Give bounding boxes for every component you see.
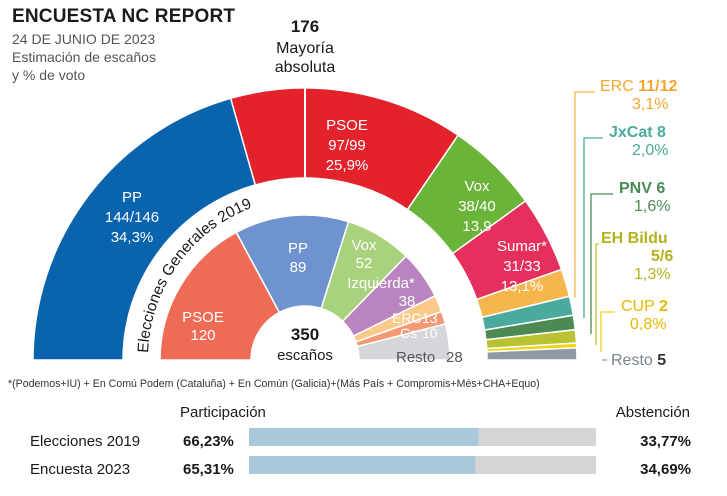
right-label-erc: ERC 11/12 <box>600 78 677 96</box>
label19-resto-name: Resto <box>396 349 435 366</box>
label19-pp-name: PP <box>288 240 308 257</box>
right-label-resto-name: Resto <box>611 352 653 369</box>
label-psoe-seats: 97/99 <box>328 137 366 154</box>
outer-arcs <box>32 87 578 361</box>
label-vox-name: Vox <box>464 178 490 195</box>
right-label-erc-name: ERC <box>600 78 634 95</box>
center-label: escaños <box>277 347 333 364</box>
label-psoe-vote: 25,9% <box>326 157 369 174</box>
label-psoe-name: PSOE <box>326 117 368 134</box>
label19-cs-seats: 10 <box>422 325 438 341</box>
label-pp-vote: 34,3% <box>111 229 154 246</box>
row-abstention-2023: 34,69% <box>640 461 691 478</box>
leader-lines <box>574 91 615 361</box>
label19-izq-name: Izquierda* <box>347 275 415 292</box>
right-label-jxcat: JxCat 8 <box>609 124 666 142</box>
leader-pnv <box>590 193 613 334</box>
leader-ehbildu <box>595 243 599 345</box>
label-sumar-seats: 31/33 <box>503 258 541 275</box>
label19-psoe-name: PSOE <box>182 309 224 326</box>
leader-erc <box>574 91 595 298</box>
chart-subtitle-line2: y % de voto <box>12 67 86 83</box>
inner-arc-resto19 <box>356 323 451 361</box>
majority-label-line1: Mayoría <box>276 40 334 57</box>
row-name-2019: Elecciones 2019 <box>30 433 141 450</box>
chart-subtitle-line1: Estimación de escaños <box>12 49 156 65</box>
outer-arc-pp <box>32 97 257 361</box>
label19-pp-seats: 89 <box>290 259 307 276</box>
footnote: *(Podemos+IU) + En Comú Podem (Cataluña)… <box>8 378 540 390</box>
right-label-resto-seats: 5 <box>657 352 667 369</box>
right-label-pnv-name: PNV <box>619 180 652 197</box>
right-label-pnv-seats: 6 <box>656 180 666 197</box>
label-pp-name: PP <box>122 189 142 206</box>
row-name-2023: Encuesta 2023 <box>30 461 131 478</box>
label-vox-vote: 13,9 <box>462 218 491 235</box>
right-label-cup-name: CUP <box>621 298 655 315</box>
label19-erc-name: ERC <box>392 310 422 326</box>
label-sumar-name: Sumar* <box>497 238 547 255</box>
right-label-cup: CUP 2 <box>621 298 668 316</box>
row-participation-2023: 65,31% <box>183 461 234 478</box>
label19-cs-name: Cs <box>400 325 417 341</box>
inner-arcs <box>159 214 451 361</box>
chart-date: 24 DE JUNIO DE 2023 <box>12 31 156 47</box>
right-label-ehbildu-seats: 5/6 <box>651 248 674 265</box>
center-number: 350 <box>291 325 319 344</box>
label-sumar-vote: 13,1% <box>501 278 544 295</box>
row-abstention-2019: 33,77% <box>640 433 691 450</box>
row-participation-2019: 66,23% <box>183 433 234 450</box>
right-label-jxcat-vote: 2,0% <box>632 142 669 159</box>
majority-label-line2: absoluta <box>274 59 336 76</box>
leader-jxcat <box>583 137 603 318</box>
right-label-pnv-vote: 1,6% <box>634 198 671 215</box>
right-label-erc-seats: 11/12 <box>638 78 678 95</box>
right-label-cup-vote: 0,8% <box>630 316 667 333</box>
right-label-jxcat-seats: 8 <box>657 124 666 141</box>
right-label-ehbildu-name: EH Bildu <box>601 230 668 247</box>
right-label-resto: Resto 5 <box>611 352 666 370</box>
label19-erc-seats: 13 <box>422 310 438 326</box>
right-label-jxcat-name: JxCat <box>609 124 653 141</box>
right-label-erc-vote: 3,1% <box>632 96 669 113</box>
label-vox-seats: 38/40 <box>458 198 496 215</box>
right-label-cup-seats: 2 <box>658 298 668 315</box>
leader-cup <box>600 311 615 352</box>
right-label-pnv: PNV 6 <box>619 180 665 198</box>
label19-vox-name: Vox <box>351 237 377 254</box>
majority-number: 176 <box>290 17 320 36</box>
participation-header: Participación <box>180 404 266 421</box>
chart-title: ENCUESTA NC REPORT <box>12 6 236 27</box>
abstention-header: Abstención <box>615 404 690 421</box>
label-pp-seats: 144/146 <box>105 209 159 226</box>
inner-arc-psoe19 <box>159 231 281 361</box>
right-label-ehbildu-vote: 1,3% <box>634 266 671 283</box>
label19-vox-seats: 52 <box>356 255 373 272</box>
outer-arc-resto <box>486 347 578 361</box>
label19-izq-seats: 38 <box>399 293 416 310</box>
label19-resto-seats: 28 <box>446 349 463 366</box>
label19-psoe-seats: 120 <box>190 327 215 344</box>
